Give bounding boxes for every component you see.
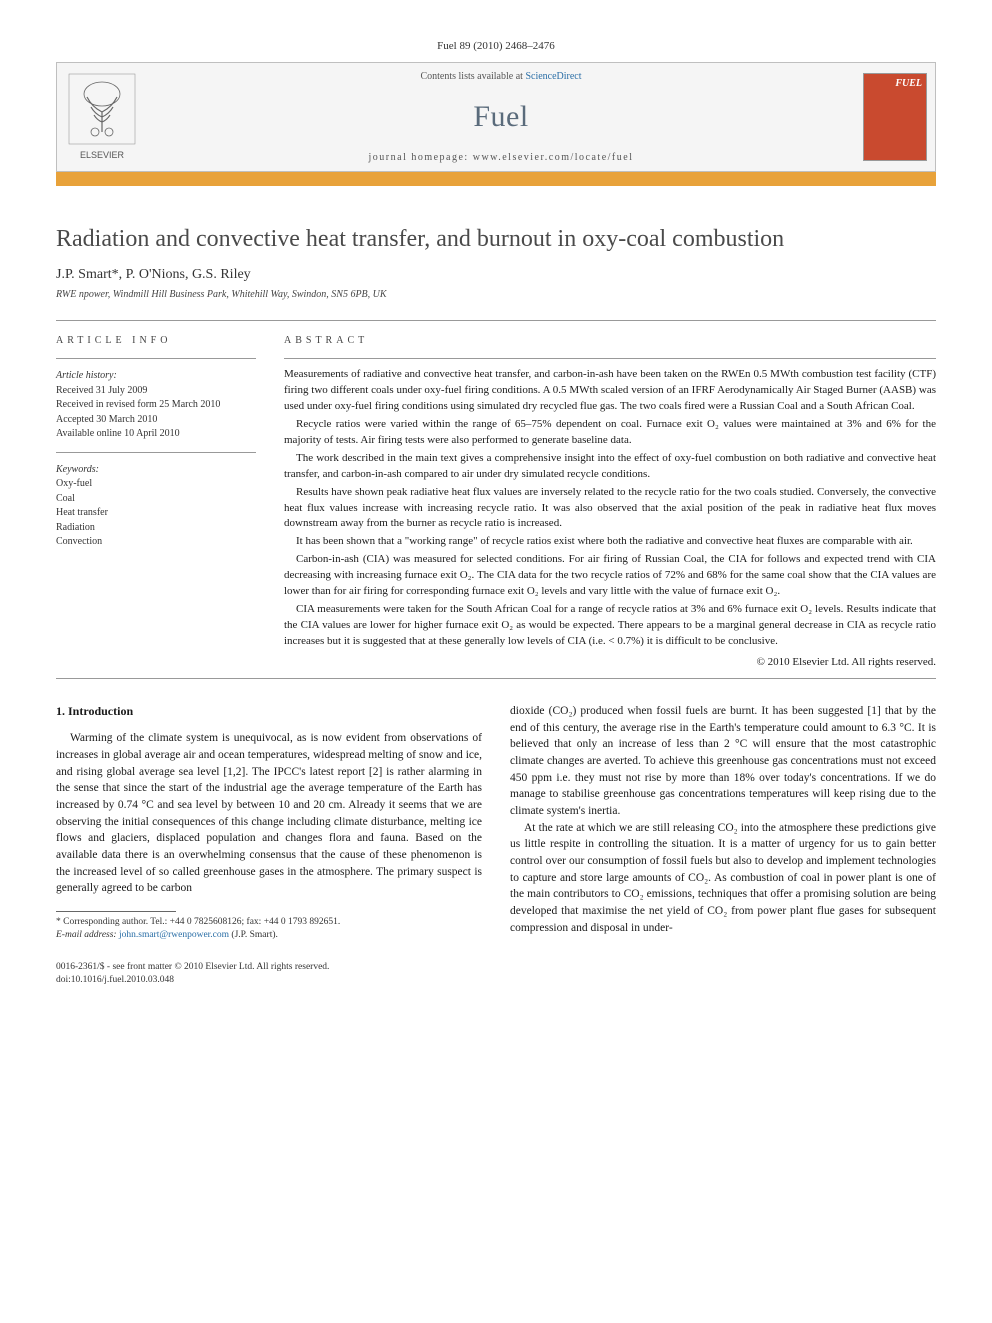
body-paragraph: At the rate at which we are still releas… — [510, 820, 936, 937]
cover-title-text: FUEL — [895, 78, 922, 89]
author-email-link[interactable]: john.smart@rwenpower.com — [119, 930, 229, 940]
divider — [56, 452, 256, 453]
abstract-paragraph: Recycle ratios were varied within the ra… — [284, 417, 936, 449]
contents-available-line: Contents lists available at ScienceDirec… — [420, 71, 581, 82]
journal-reference: Fuel 89 (2010) 2468–2476 — [56, 40, 936, 52]
article-info-column: ARTICLE INFO Article history: Received 3… — [56, 335, 256, 668]
author-affiliation: RWE npower, Windmill Hill Business Park,… — [56, 289, 936, 300]
footer-front-matter: 0016-2361/$ - see front matter © 2010 El… — [56, 961, 936, 974]
footnote-rule — [56, 911, 176, 912]
author-list: J.P. Smart*, P. O'Nions, G.S. Riley — [56, 267, 936, 283]
journal-header-box: ELSEVIER Contents lists available at Sci… — [56, 62, 936, 172]
history-line: Accepted 30 March 2010 — [56, 413, 256, 428]
sciencedirect-link[interactable]: ScienceDirect — [525, 71, 581, 82]
divider — [56, 320, 936, 321]
abstract-paragraph: Measurements of radiative and convective… — [284, 367, 936, 415]
history-line: Received 31 July 2009 — [56, 384, 256, 399]
keywords-heading: Keywords: — [56, 463, 256, 478]
keyword: Convection — [56, 535, 256, 550]
article-info-label: ARTICLE INFO — [56, 335, 256, 346]
section-heading-introduction: 1. Introduction — [56, 703, 482, 720]
homepage-url[interactable]: www.elsevier.com/locate/fuel — [473, 152, 634, 163]
abstract-paragraph: The work described in the main text give… — [284, 451, 936, 483]
article-title: Radiation and convective heat transfer, … — [56, 226, 936, 253]
elsevier-logo-cell: ELSEVIER — [57, 63, 147, 171]
keyword: Radiation — [56, 521, 256, 536]
divider — [56, 358, 256, 359]
body-paragraph: dioxide (CO₂) produced when fossil fuels… — [510, 703, 936, 820]
orange-accent-bar — [56, 172, 936, 186]
history-line: Available online 10 April 2010 — [56, 427, 256, 442]
body-left-column: 1. Introduction Warming of the climate s… — [56, 703, 482, 943]
keyword: Coal — [56, 492, 256, 507]
abstract-paragraph: It has been shown that a "working range"… — [284, 534, 936, 550]
body-paragraph: Warming of the climate system is unequiv… — [56, 730, 482, 897]
keyword: Heat transfer — [56, 506, 256, 521]
journal-homepage-line: journal homepage: www.elsevier.com/locat… — [369, 152, 634, 163]
divider — [56, 678, 936, 679]
email-label: E-mail address: — [56, 930, 117, 940]
elsevier-text: ELSEVIER — [80, 150, 125, 160]
abstract-column: ABSTRACT Measurements of radiative and c… — [284, 335, 936, 668]
abstract-copyright: © 2010 Elsevier Ltd. All rights reserved… — [284, 656, 936, 668]
abstract-paragraph: Carbon-in-ash (CIA) was measured for sel… — [284, 552, 936, 600]
journal-cover-cell: FUEL — [855, 63, 935, 171]
page-footer: 0016-2361/$ - see front matter © 2010 El… — [56, 961, 936, 988]
journal-cover-thumbnail: FUEL — [863, 73, 927, 161]
keyword: Oxy-fuel — [56, 477, 256, 492]
divider — [284, 358, 936, 359]
corresponding-author-footnote: * Corresponding author. Tel.: +44 0 7825… — [56, 916, 482, 943]
abstract-paragraph: Results have shown peak radiative heat f… — [284, 485, 936, 533]
body-right-column: dioxide (CO₂) produced when fossil fuels… — [510, 703, 936, 943]
elsevier-tree-logo-icon: ELSEVIER — [67, 72, 137, 162]
footer-doi: doi:10.1016/j.fuel.2010.03.048 — [56, 974, 936, 987]
journal-name: Fuel — [473, 100, 528, 134]
history-heading: Article history: — [56, 369, 256, 384]
history-line: Received in revised form 25 March 2010 — [56, 398, 256, 413]
abstract-label: ABSTRACT — [284, 335, 936, 346]
abstract-paragraph: CIA measurements were taken for the Sout… — [284, 602, 936, 650]
email-suffix: (J.P. Smart). — [231, 930, 277, 940]
